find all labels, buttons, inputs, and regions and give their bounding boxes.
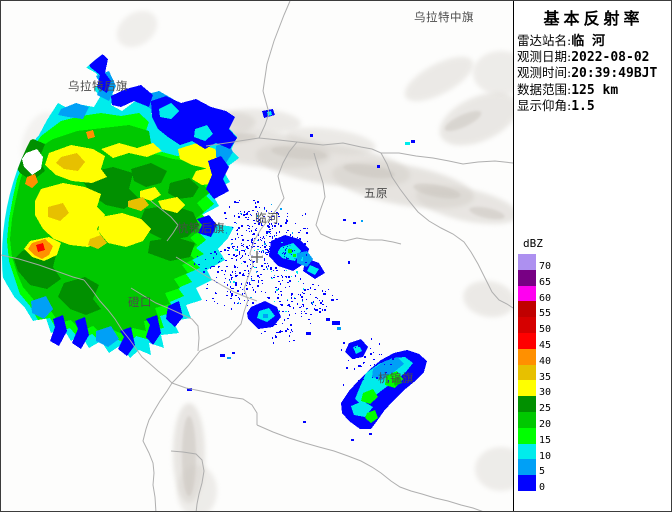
station-name-row: 雷达站名:临 河 (517, 30, 605, 49)
place-label: 五原 (364, 186, 388, 200)
legend-value-label: 10 (539, 450, 552, 462)
reflectivity-echoes (2, 51, 427, 441)
dbz-legend: 70 65 60 55 50 45 40 35 30 25 20 15 10 5 0 (518, 254, 578, 494)
legend-color-box (518, 396, 536, 412)
data-range-label: 数据范围: (517, 82, 572, 97)
legend-value-label: 20 (539, 419, 552, 430)
obs-date-label: 观测日期: (517, 49, 572, 64)
info-panel: 基本反射率 雷达站名:临 河 观测日期:2022-08-02 观测时间:20:3… (513, 1, 671, 511)
elevation-row: 显示仰角:1.5 (517, 95, 595, 114)
obs-date-row: 观测日期:2022-08-02 (517, 46, 650, 65)
elevation-value: 1.5 (571, 99, 595, 114)
legend-color-box (518, 254, 536, 270)
legend-color-box (518, 317, 536, 333)
legend-value-label: 25 (539, 403, 552, 415)
legend-value-label: 35 (539, 371, 552, 383)
legend-value-label: 45 (539, 340, 552, 351)
data-range-value: 125 km (571, 83, 619, 98)
elevation-label: 显示仰角: (517, 98, 572, 113)
legend-value-label: 15 (539, 434, 552, 446)
legend-color-box (518, 364, 536, 381)
place-label: 杭锦旗 (378, 371, 414, 385)
legend-color-box (518, 269, 536, 286)
legend-value-label: 50 (539, 324, 552, 336)
obs-time-label: 观测时间: (517, 65, 572, 80)
legend-value-label: 40 (539, 355, 552, 367)
legend-value-label: 60 (539, 292, 552, 304)
dbz-unit-label: dBZ (523, 237, 543, 250)
legend-color-box (518, 301, 536, 318)
radar-map: 乌拉特中旗乌拉特后旗五原临河杭锦后旗磴口杭锦旗 (1, 1, 513, 511)
obs-date-value: 2022-08-02 (571, 50, 650, 65)
legend-color-box (518, 380, 536, 397)
station-name-value: 临 河 (571, 34, 606, 49)
legend-color-box (518, 333, 536, 349)
legend-color-box (518, 475, 536, 491)
legend-color-box (518, 427, 536, 444)
station-name-label: 雷达站名: (517, 33, 572, 48)
panel-title: 基本反射率 (543, 9, 644, 28)
legend-value-label: 30 (539, 387, 552, 399)
place-label: 乌拉特中旗 (414, 10, 474, 24)
legend-value-label: 55 (539, 308, 552, 320)
legend-value-label: 70 (539, 261, 552, 272)
county-boundaries (1, 1, 513, 511)
obs-time-row: 观测时间:20:39:49BJT (517, 62, 657, 81)
data-range-row: 数据范围:125 km (517, 79, 618, 98)
legend-color-box (518, 443, 536, 460)
station-cross-marker (250, 250, 264, 264)
legend-value-label: 65 (539, 276, 552, 288)
place-label: 临河 (255, 211, 279, 225)
place-label: 乌拉特后旗 (68, 79, 128, 93)
legend-color-box (518, 285, 536, 302)
legend-color-box (518, 412, 536, 428)
obs-time-value: 20:39:49BJT (571, 66, 658, 81)
place-label: 杭锦后旗 (177, 221, 225, 235)
legend-color-box (518, 348, 536, 365)
place-label: 磴口 (128, 295, 152, 309)
legend-value-label: 0 (539, 482, 546, 494)
legend-value-label: 5 (539, 466, 546, 478)
legend-color-box (518, 459, 536, 476)
